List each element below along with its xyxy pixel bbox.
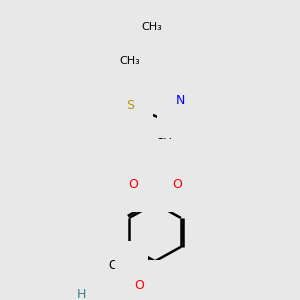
Text: H: H [76, 288, 86, 300]
Text: O: O [128, 178, 138, 191]
Text: N: N [175, 94, 185, 107]
Text: O: O [172, 178, 182, 191]
Text: CH₃: CH₃ [120, 56, 140, 67]
Text: N: N [167, 75, 177, 88]
Text: CH₂: CH₂ [155, 136, 177, 150]
Text: O: O [134, 279, 144, 292]
Text: HN: HN [142, 158, 160, 171]
Text: S: S [151, 177, 159, 191]
Text: S: S [126, 99, 134, 112]
Text: CH₃: CH₃ [142, 22, 162, 32]
Text: HO: HO [84, 288, 104, 300]
Text: CH₃: CH₃ [164, 56, 184, 67]
Text: CH₂: CH₂ [108, 259, 130, 272]
